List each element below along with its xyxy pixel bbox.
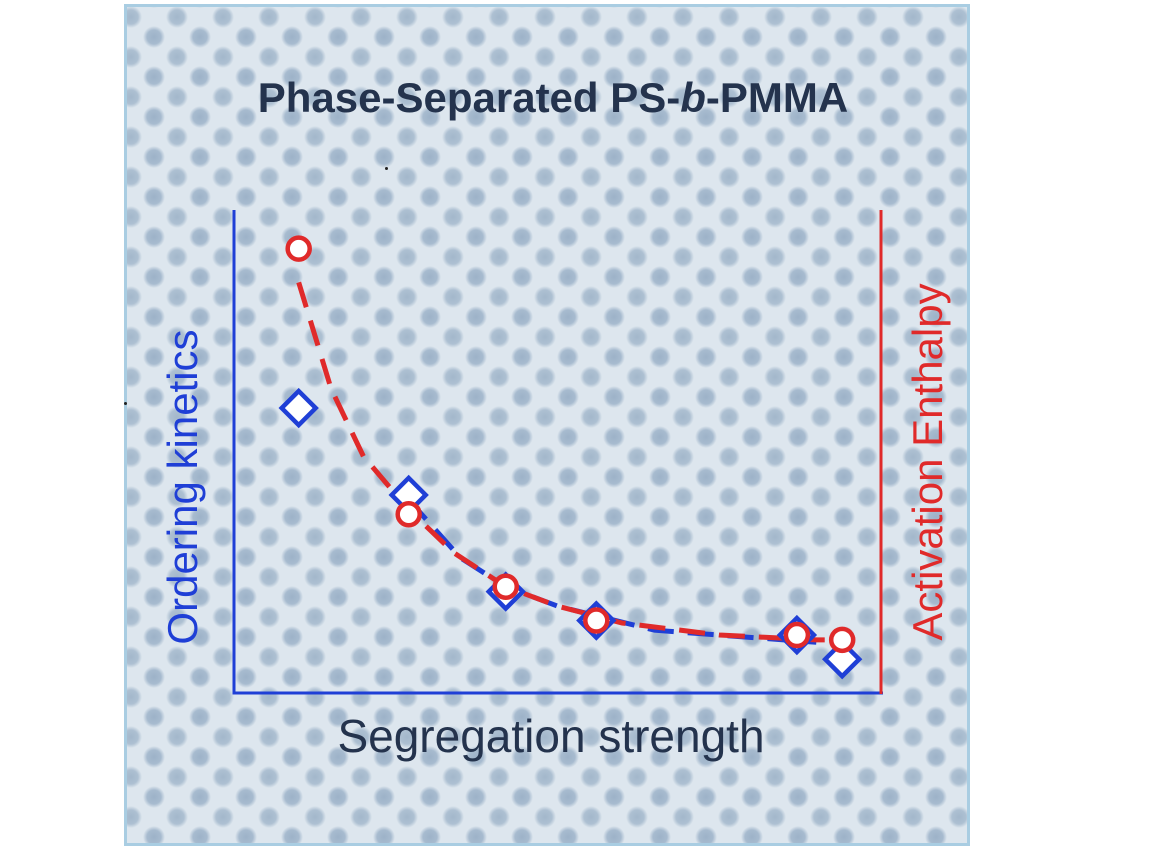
left-y-axis-label: Ordering kinetics — [159, 329, 206, 644]
chart-title-part-1: Phase-Separated PS- — [258, 74, 681, 121]
activation-enthalpy-point — [783, 621, 811, 649]
activation-enthalpy-point — [395, 501, 422, 528]
chart-title-part-3: -PMMA — [706, 74, 848, 121]
chart-title: Phase-Separated PS-b-PMMA — [258, 74, 848, 121]
chart-title-part-2: b — [680, 74, 706, 121]
right-y-axis-label: Activation Enthalpy — [904, 283, 951, 640]
figure-panel: Phase-Separated PS-b-PMMA Segregation st… — [124, 4, 970, 846]
ordering-kinetics-fit-line — [406, 498, 817, 645]
plot-area — [278, 235, 863, 680]
stray-mark — [124, 402, 127, 405]
chart: Phase-Separated PS-b-PMMA Segregation st… — [159, 74, 951, 762]
activation-enthalpy-point — [492, 573, 519, 600]
activation-enthalpy-fit-line — [296, 281, 856, 643]
ordering-kinetics-point — [278, 387, 319, 429]
x-axis-label: Segregation strength — [337, 710, 764, 762]
ordering-kinetics-point — [821, 639, 863, 680]
activation-enthalpy-point — [285, 235, 312, 262]
activation-enthalpy-point — [583, 607, 610, 634]
activation-enthalpy-point — [828, 626, 856, 654]
stray-dot — [385, 167, 388, 170]
